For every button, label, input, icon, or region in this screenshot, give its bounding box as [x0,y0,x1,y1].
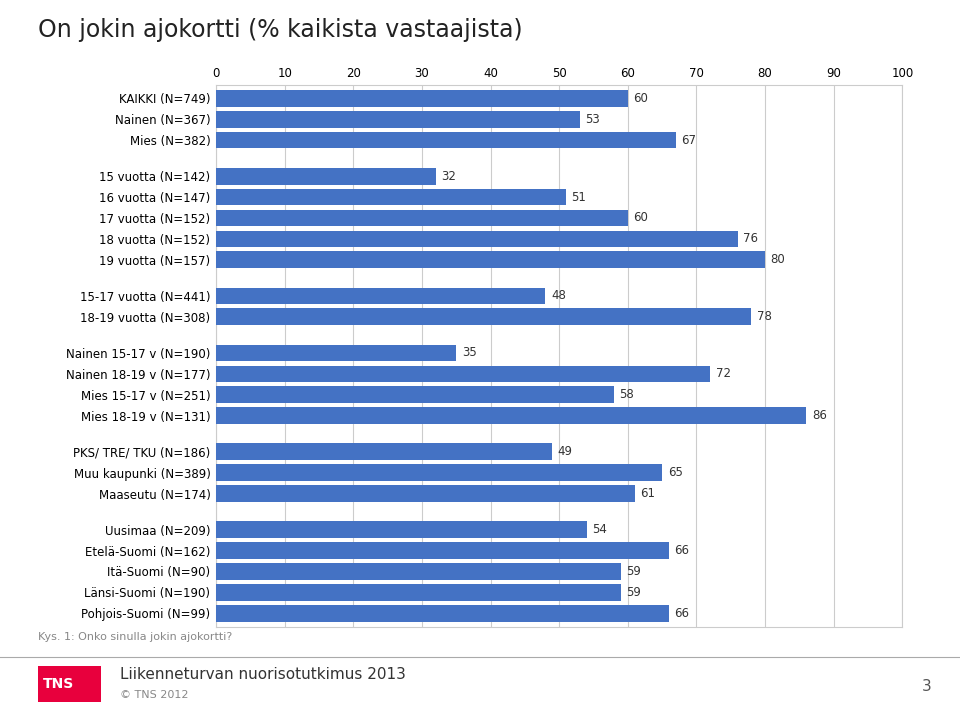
Text: 54: 54 [592,523,607,536]
Text: 35: 35 [462,346,476,360]
Text: 76: 76 [743,232,758,246]
Text: 66: 66 [675,544,689,557]
Bar [216,563,621,580]
Bar [216,521,587,538]
Text: 58: 58 [619,388,635,401]
Bar [216,407,806,424]
Bar [216,485,635,502]
Bar [216,365,710,382]
Bar [216,111,580,127]
Text: 51: 51 [571,190,587,204]
Text: 59: 59 [627,565,641,578]
Text: Liikenneturvan nuorisotutkimus 2013: Liikenneturvan nuorisotutkimus 2013 [120,666,406,682]
Text: TNS: TNS [43,677,75,691]
Text: 3: 3 [922,679,931,695]
Text: 78: 78 [756,310,772,324]
Text: 86: 86 [812,409,827,422]
Bar [216,189,566,205]
Text: 48: 48 [551,290,565,302]
Bar [216,309,752,325]
Text: 59: 59 [627,586,641,599]
Bar [216,287,545,304]
Bar [216,90,628,107]
Bar [216,132,676,149]
Text: 66: 66 [675,607,689,620]
Bar [216,387,614,403]
Text: 61: 61 [640,487,655,500]
Text: 67: 67 [682,134,696,147]
Bar [216,210,628,227]
Text: 72: 72 [716,367,731,380]
Text: Kys. 1: Onko sinulla jokin ajokortti?: Kys. 1: Onko sinulla jokin ajokortti? [38,632,232,642]
Text: On jokin ajokortti (% kaikista vastaajista): On jokin ajokortti (% kaikista vastaajis… [38,18,523,42]
Bar [216,464,662,481]
Bar [216,251,765,268]
Text: 65: 65 [667,466,683,479]
Bar [216,584,621,600]
Text: 49: 49 [558,445,573,458]
Bar [216,345,456,361]
Text: 60: 60 [634,212,648,224]
Text: 80: 80 [771,253,785,266]
Bar [216,443,552,460]
Bar [216,168,436,185]
Bar [216,231,737,247]
Bar [216,542,669,559]
Text: 32: 32 [442,170,456,183]
Text: 53: 53 [586,113,600,126]
Bar [216,605,669,622]
Text: 60: 60 [634,92,648,105]
Text: © TNS 2012: © TNS 2012 [120,690,188,700]
